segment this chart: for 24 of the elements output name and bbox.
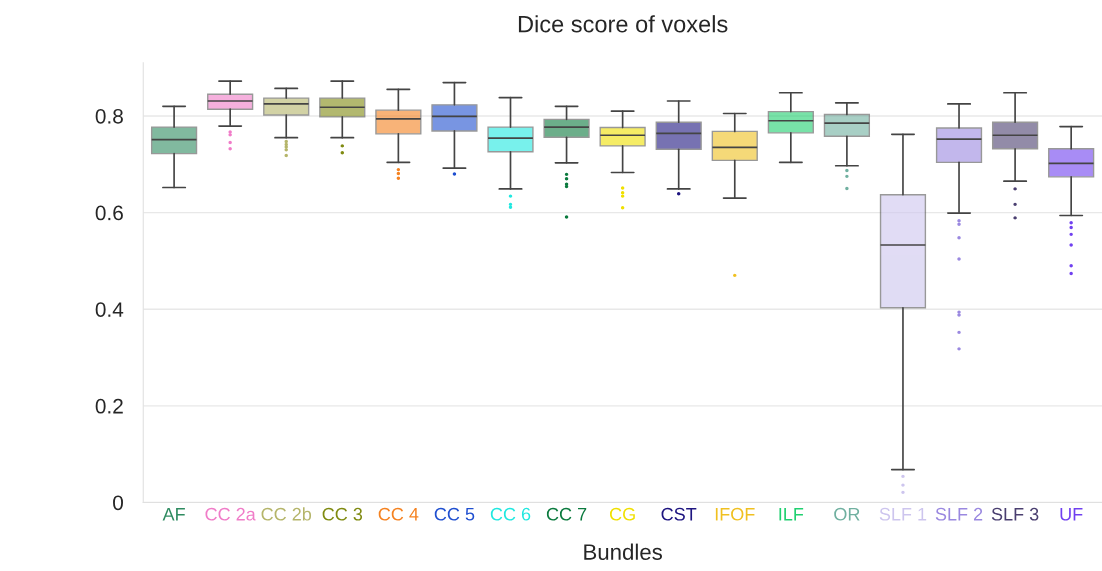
x-tick-label: CC 6 bbox=[490, 507, 531, 521]
x-tick-label: OR bbox=[834, 507, 860, 521]
x-tick-label: AF bbox=[162, 508, 185, 521]
x-tick-label: CC 5 bbox=[434, 507, 475, 521]
x-tick-label: CC 2a bbox=[205, 507, 256, 521]
x-tick-label: CC 2b bbox=[261, 507, 312, 521]
x-tick-label: ILF bbox=[779, 508, 804, 521]
x-tick-label: UF bbox=[1060, 508, 1083, 521]
y-tick-label: 0 bbox=[113, 495, 123, 511]
x-tick-label: SLF 1 bbox=[879, 507, 927, 521]
y-tick-label: 0.8 bbox=[95, 108, 123, 124]
x-tick-label: SLF 2 bbox=[935, 507, 983, 521]
x-tick-label: CC 3 bbox=[322, 507, 363, 521]
x-tick-label: SLF 3 bbox=[991, 507, 1039, 521]
x-tick-label: CC 4 bbox=[378, 507, 419, 521]
x-tick-label: IFOF bbox=[715, 507, 755, 521]
x-tick-label: CG bbox=[610, 507, 635, 521]
x-tick-label: CC 7 bbox=[546, 507, 587, 521]
y-tick-label: 0.2 bbox=[95, 398, 123, 414]
x-tick-label: CST bbox=[661, 507, 697, 521]
y-tick-label: 0.6 bbox=[95, 205, 123, 221]
chart-title: Dice score of voxels bbox=[518, 15, 728, 33]
y-tick-label: 0.4 bbox=[95, 302, 124, 317]
x-axis-title: Bundles bbox=[584, 543, 662, 560]
